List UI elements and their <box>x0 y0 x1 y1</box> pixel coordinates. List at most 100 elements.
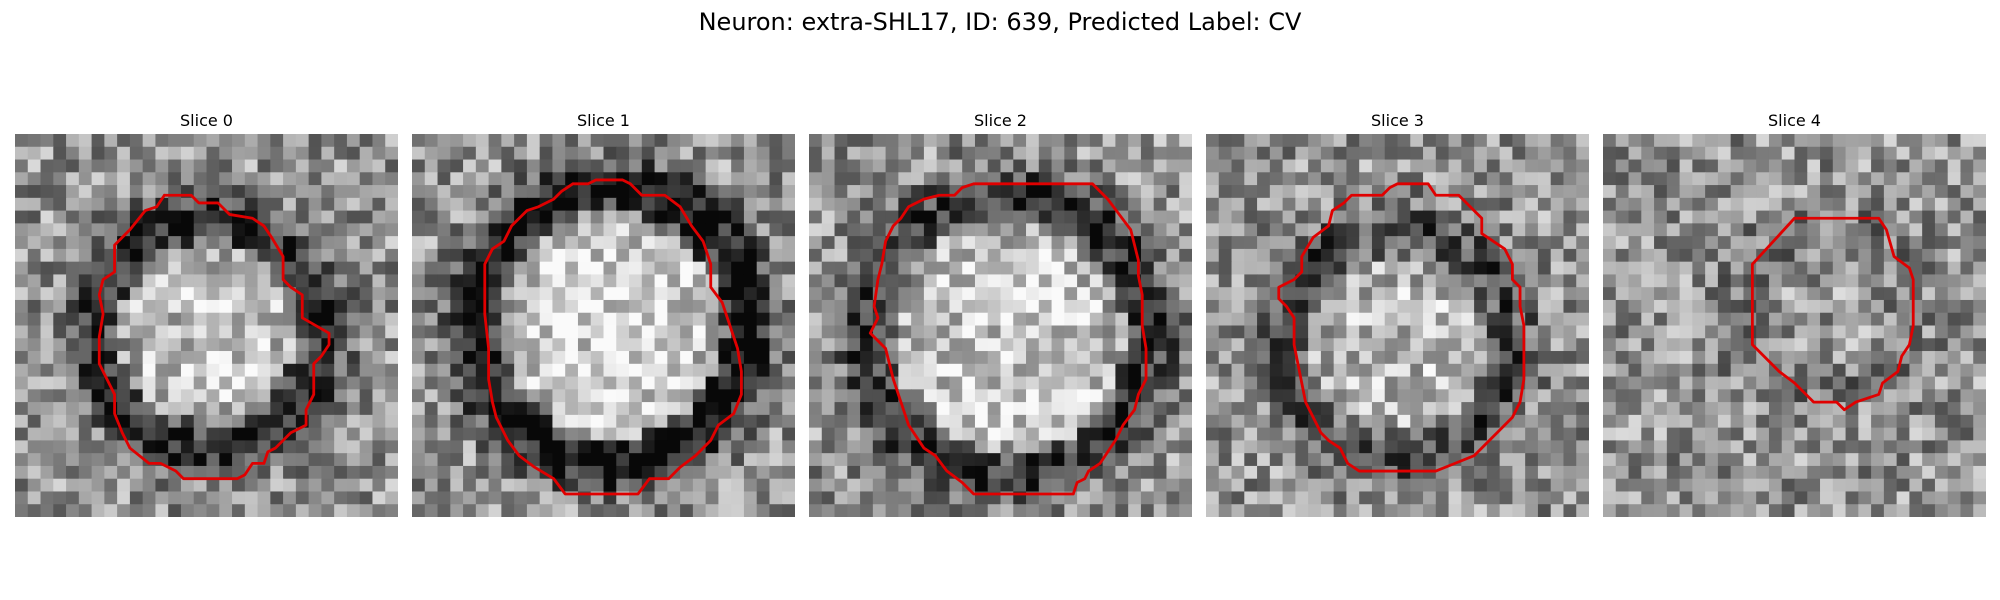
pixel-cell <box>847 134 861 148</box>
pixel-cell <box>872 210 887 224</box>
pixel-cell <box>15 414 29 429</box>
pixel-cell <box>27 248 42 263</box>
pixel-cell <box>1257 210 1271 224</box>
pixel-cell <box>334 248 348 263</box>
pixel-cell <box>962 236 976 250</box>
pixel-cell <box>1257 504 1271 517</box>
pixel-cell <box>437 465 451 480</box>
pixel-cell <box>1295 274 1309 288</box>
pixel-cell <box>308 465 322 480</box>
pixel-cell <box>1654 159 1668 173</box>
pixel-cell <box>1346 504 1360 517</box>
pixel-cell <box>1807 402 1821 416</box>
pixel-cell <box>1153 261 1167 275</box>
pixel-cell <box>27 197 42 212</box>
pixel-cell <box>1743 210 1757 224</box>
pixel-cell <box>1550 146 1564 161</box>
pixel-cell <box>1922 185 1936 199</box>
pixel-cell <box>412 185 426 199</box>
pixel-cell <box>1000 197 1014 212</box>
pixel-cell <box>412 223 426 237</box>
pixel-cell <box>219 185 233 199</box>
pixel-cell <box>1359 440 1373 454</box>
pixel-cell <box>488 197 502 212</box>
pixel-cell <box>756 351 770 365</box>
pixel-cell <box>412 504 426 517</box>
pixel-cell <box>911 159 925 173</box>
pixel-cell <box>1679 223 1693 237</box>
pixel-cell <box>1705 261 1719 275</box>
pixel-cell <box>1269 134 1284 148</box>
pixel-cell <box>539 146 553 161</box>
pixel-cell <box>1218 299 1233 314</box>
pixel-cell <box>603 287 617 301</box>
pixel-cell <box>1346 261 1360 275</box>
pixel-cell <box>1461 363 1475 378</box>
pixel-cell <box>1013 440 1027 454</box>
pixel-cell <box>359 402 373 416</box>
pixel-cell <box>270 185 284 199</box>
pixel-cell <box>66 338 80 352</box>
pixel-cell <box>1026 287 1040 301</box>
pixel-cell <box>1064 312 1078 327</box>
pixel-cell <box>40 261 54 275</box>
pixel-cell <box>1153 338 1167 352</box>
pixel-cell <box>1603 453 1617 467</box>
pixel-cell <box>40 465 54 480</box>
pixel-cell <box>1333 287 1347 301</box>
pixel-cell <box>923 453 938 467</box>
pixel-cell <box>1397 299 1411 314</box>
pixel-cell <box>244 504 259 517</box>
pixel-cell <box>565 146 579 161</box>
pixel-cell <box>809 465 823 480</box>
pixel-cell <box>1140 478 1155 492</box>
slice-heatmap-3 <box>1206 134 1589 517</box>
pixel-cell <box>1423 389 1437 403</box>
pixel-cell <box>40 172 54 186</box>
pixel-cell <box>1563 172 1577 186</box>
pixel-cell <box>526 146 541 161</box>
pixel-cell <box>295 223 310 237</box>
pixel-cell <box>1308 274 1322 288</box>
pixel-cell <box>987 440 1002 454</box>
pixel-cell <box>743 402 758 416</box>
pixel-cell <box>577 504 592 517</box>
pixel-cell <box>1820 172 1834 186</box>
pixel-cell <box>782 338 795 352</box>
pixel-cell <box>962 197 976 212</box>
pixel-cell <box>705 414 719 429</box>
pixel-cell <box>577 134 592 148</box>
pixel-cell <box>1397 134 1411 148</box>
pixel-cell <box>731 185 745 199</box>
pixel-cell <box>514 248 528 263</box>
pixel-cell <box>1768 338 1783 352</box>
pixel-cell <box>1537 299 1552 314</box>
pixel-cell <box>629 402 643 416</box>
pixel-cell <box>1512 134 1526 148</box>
pixel-cell <box>1269 236 1284 250</box>
pixel-cell <box>526 414 541 429</box>
pixel-cell <box>898 287 912 301</box>
pixel-cell <box>1947 312 1961 327</box>
pixel-cell <box>834 146 848 161</box>
pixel-cell <box>1845 185 1859 199</box>
pixel-cell <box>616 453 630 467</box>
pixel-cell <box>1115 478 1129 492</box>
pixel-cell <box>334 402 348 416</box>
pixel-cell <box>346 440 361 454</box>
pixel-cell <box>1115 274 1129 288</box>
pixel-cell <box>1179 504 1192 517</box>
pixel-cell <box>346 351 361 365</box>
pixel-cell <box>1206 491 1220 505</box>
pixel-cell <box>1960 338 1974 352</box>
pixel-cell <box>565 376 579 390</box>
pixel-cell <box>1794 248 1808 263</box>
pixel-cell <box>1257 185 1271 199</box>
pixel-cell <box>1218 465 1233 480</box>
pixel-cell <box>1257 159 1271 173</box>
pixel-cell <box>1257 197 1271 212</box>
pixel-cell <box>270 453 284 467</box>
pixel-cell <box>1537 478 1552 492</box>
pixel-cell <box>1257 478 1271 492</box>
pixel-cell <box>1423 197 1437 212</box>
